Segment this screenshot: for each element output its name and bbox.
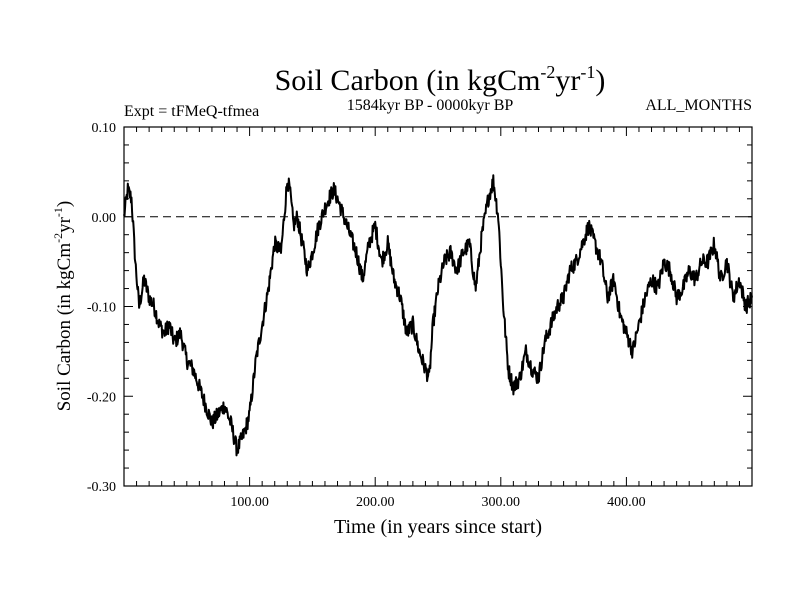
chart-title-end: ) (595, 64, 605, 97)
y-tick-label: 0.10 (92, 121, 117, 136)
chart-title-mid: yr (555, 64, 580, 97)
y-tick-label: -0.10 (87, 301, 116, 316)
series-line-soil-carbon (123, 174, 753, 457)
y-axis-label-mid: yr (54, 216, 75, 233)
x-tick-label: 200.00 (356, 495, 395, 510)
chart-title-main: Soil Carbon (in kgCm (275, 64, 541, 97)
chart-title-sup-1: -2 (540, 62, 555, 82)
subtitle-experiment: Expt = tFMeQ-tfmea (124, 103, 259, 120)
y-axis-label: Soil Carbon (in kgCm-2yr-1) (51, 201, 75, 412)
y-tick-label: -0.30 (87, 480, 116, 495)
x-tick-label: 400.00 (607, 495, 646, 510)
y-axis-label-end: ) (54, 201, 75, 207)
y-tick-label: 0.00 (92, 211, 117, 226)
chart-title: Soil Carbon (in kgCm-2yr-1) (275, 62, 606, 97)
axis-ticks (124, 127, 752, 486)
y-axis-label-sup-1: -2 (51, 233, 65, 243)
chart-title-sup-2: -1 (580, 62, 595, 82)
y-axis-label-sup-2: -1 (51, 207, 65, 217)
x-axis-label: Time (in years since start) (334, 516, 542, 538)
subtitle-months: ALL_MONTHS (645, 97, 752, 114)
y-tick-label: -0.20 (87, 390, 116, 405)
x-tick-label: 300.00 (482, 495, 521, 510)
subtitle-period: 1584kyr BP - 0000kyr BP (347, 97, 514, 114)
x-tick-label: 100.00 (230, 495, 269, 510)
y-axis-label-main: Soil Carbon (in kgCm (54, 243, 75, 412)
tick-labels: 100.00 200.00 300.00 400.00 0.10 0.00 -0.10 -0.… (87, 121, 646, 510)
plot-frame (123, 126, 753, 487)
